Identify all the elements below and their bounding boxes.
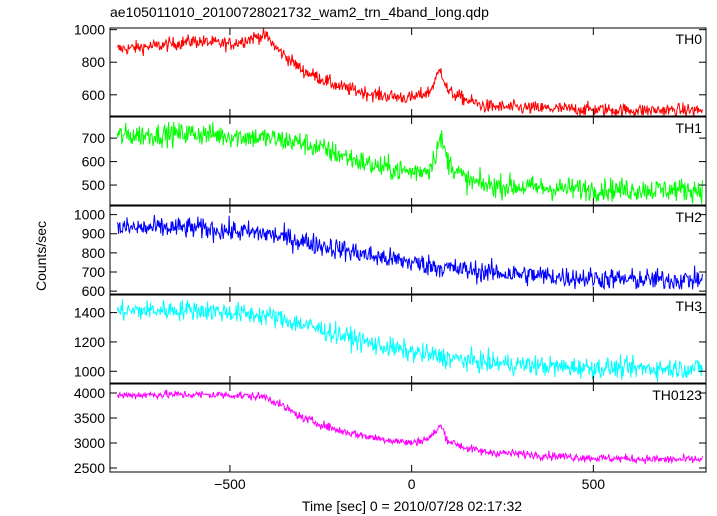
y-tick-label: 800	[82, 54, 106, 70]
series-line-th0123	[116, 389, 703, 465]
series-line-th3	[116, 299, 703, 382]
panel-label: TH2	[676, 209, 703, 225]
x-tick-label: 0	[408, 476, 416, 492]
x-axis-label: Time [sec] 0 = 2010/07/28 02:17:32	[302, 498, 522, 514]
y-tick-label: 3500	[74, 410, 105, 426]
y-tick-label: 800	[82, 245, 106, 261]
panel-label: TH1	[676, 120, 703, 136]
series-line-th0	[116, 28, 703, 116]
y-tick-label: 4000	[74, 385, 105, 401]
x-tick-label: −500	[214, 476, 246, 492]
y-tick-label: 1000	[74, 207, 105, 223]
x-tick-label: 500	[582, 476, 606, 492]
panel-frame	[109, 27, 707, 117]
y-tick-label: 500	[82, 177, 106, 193]
y-tick-label: 600	[82, 154, 106, 170]
y-tick-label: 1200	[74, 334, 105, 350]
y-tick-label: 600	[82, 87, 106, 103]
y-tick-label: 1400	[74, 305, 105, 321]
panel-frame	[109, 205, 707, 295]
panel-frame	[109, 294, 707, 384]
panel-th3: 1000 1200 1400 TH3	[74, 294, 707, 384]
panel-label: TH0123	[652, 387, 702, 403]
panel-label: TH0	[676, 31, 703, 47]
panel-th0123: 2500 3000 3500 4000 TH0123	[74, 383, 707, 476]
panel-label: TH3	[676, 298, 703, 314]
series-line-th2	[116, 214, 703, 291]
y-tick-label: 3000	[74, 435, 105, 451]
y-tick-label: 1000	[74, 363, 105, 379]
y-tick-label: 1000	[74, 22, 105, 38]
panel-th0: 600 800 1000 TH0	[74, 22, 707, 117]
chart-title: ae105011010_20100728021732_wam2_trn_4ban…	[110, 4, 489, 20]
panel-th1: 500 600 700 TH1	[82, 116, 707, 206]
panel-frame	[109, 383, 707, 473]
y-tick-label: 600	[82, 283, 106, 299]
y-tick-label: 900	[82, 226, 106, 242]
panel-group: 600 800 1000 TH0 500 600 700 TH1 600 700 800 900 100…	[74, 22, 707, 492]
y-axis-label: Counts/sec	[33, 221, 49, 291]
panel-frame	[109, 116, 707, 206]
panel-th2: 600 700 800 900 1000 TH2	[74, 205, 707, 299]
series-line-th1	[116, 121, 703, 204]
y-tick-label: 2500	[74, 460, 105, 476]
y-tick-label: 700	[82, 264, 106, 280]
y-tick-label: 700	[82, 130, 106, 146]
